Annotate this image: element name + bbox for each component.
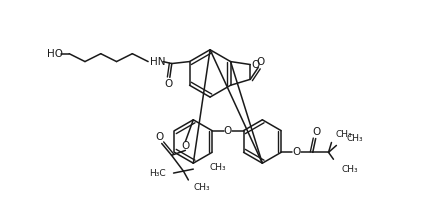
Text: O: O: [181, 141, 190, 151]
Text: CH₃: CH₃: [335, 130, 352, 139]
Text: CH₃: CH₃: [346, 134, 363, 143]
Text: O: O: [165, 79, 173, 89]
Text: CH₃: CH₃: [194, 183, 210, 192]
Text: HO: HO: [47, 49, 63, 59]
Text: HN: HN: [150, 57, 166, 67]
Text: O: O: [293, 147, 301, 157]
Text: CH₃: CH₃: [341, 165, 358, 174]
Text: O: O: [313, 127, 321, 137]
Text: O: O: [156, 131, 164, 142]
Text: H₃C: H₃C: [149, 168, 166, 178]
Text: O: O: [224, 126, 232, 136]
Text: O: O: [256, 57, 264, 67]
Text: O: O: [251, 59, 259, 69]
Text: CH₃: CH₃: [209, 163, 226, 172]
